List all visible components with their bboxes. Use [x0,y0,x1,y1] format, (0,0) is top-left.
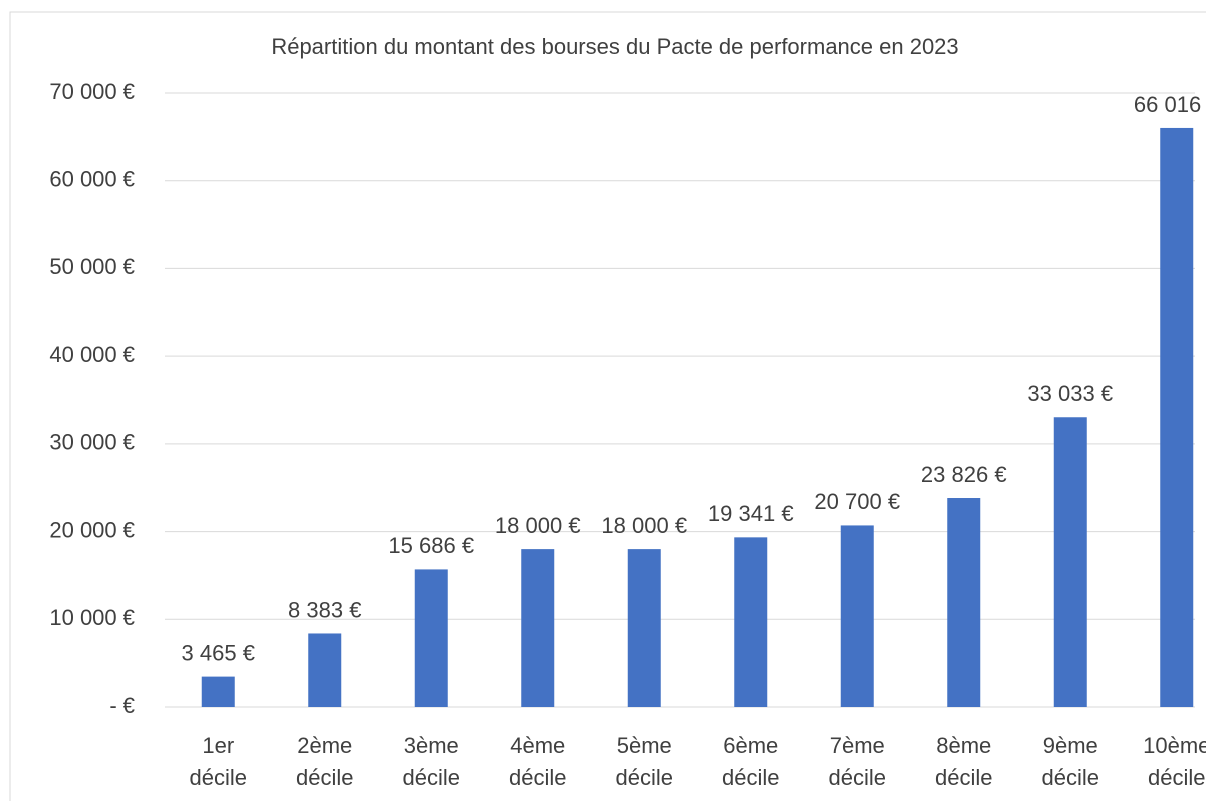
data-label: 20 700 € [814,489,900,514]
bar [947,498,981,707]
y-tick-label: 60 000 € [49,167,135,192]
data-label: 3 465 € [182,640,255,665]
x-tick-label: 9ème décile [1041,733,1099,790]
data-label: 8 383 € [288,597,361,622]
x-tick-label: 6ème décile [722,733,780,790]
bar [414,569,448,707]
bar [840,525,874,707]
x-tick-label: 10ème décile [1143,733,1206,790]
y-tick-label: 30 000 € [49,430,135,455]
data-label: 33 033 € [1027,381,1113,406]
y-tick-label: 20 000 € [49,517,135,542]
y-tick-label: 10 000 € [49,605,135,630]
bar [521,549,555,707]
y-tick-label: - € [109,693,135,718]
bar [1160,127,1194,707]
chart-border [9,11,1206,801]
data-label: 66 016 € [1134,92,1206,117]
bar [627,549,661,707]
y-tick-label: 40 000 € [49,342,135,367]
bar [308,633,342,707]
x-tick-label: 7ème décile [828,733,886,790]
y-tick-label: 70 000 € [49,79,135,104]
data-label: 18 000 € [495,513,581,538]
x-tick-label: 1er décile [189,733,247,790]
bar [734,537,768,707]
x-tick-label: 4ème décile [509,733,567,790]
bar [201,676,235,707]
x-tick-label: 8ème décile [935,733,993,790]
y-tick-label: 50 000 € [49,254,135,279]
data-label: 23 826 € [921,462,1007,487]
x-tick-label: 5ème décile [615,733,673,790]
data-label: 15 686 € [388,533,474,558]
bar [1053,417,1087,707]
data-label: 18 000 € [601,513,687,538]
data-label: 19 341 € [708,501,794,526]
x-tick-label: 2ème décile [296,733,354,790]
x-tick-label: 3ème décile [402,733,460,790]
chart-title: Répartition du montant des bourses du Pa… [271,34,958,59]
